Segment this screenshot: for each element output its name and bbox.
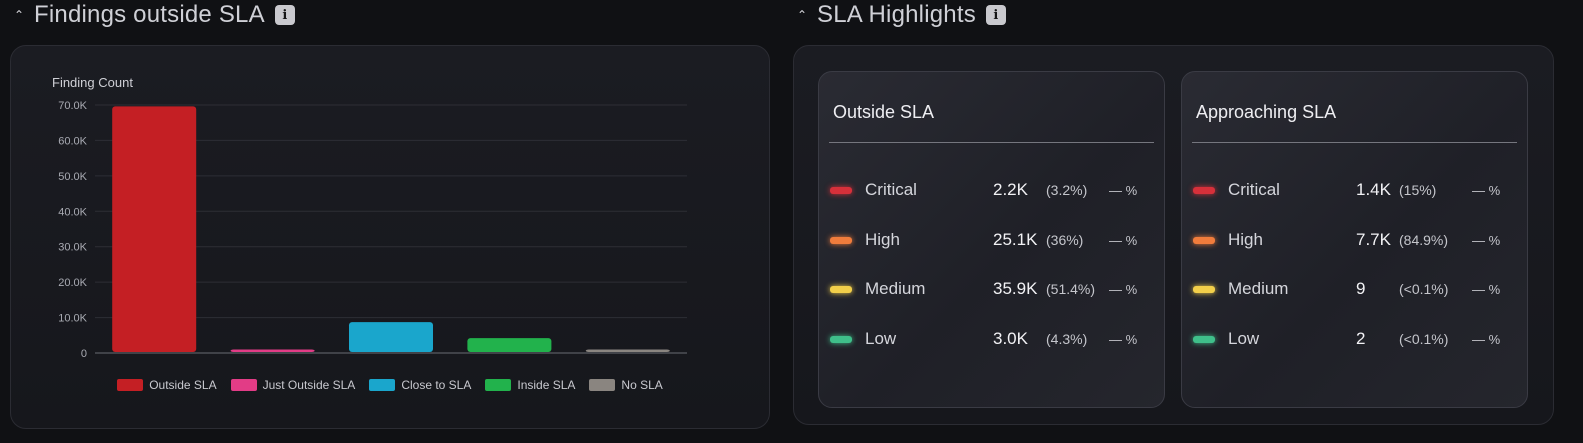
y-tick-label: 0 xyxy=(81,348,87,360)
y-tick-label: 20.0K xyxy=(58,277,87,289)
legend-swatch xyxy=(369,379,396,391)
card-divider xyxy=(829,142,1154,143)
trend-value: — % xyxy=(1109,331,1138,347)
severity-row-critical[interactable]: Critical 2.2K (3.2%) — % xyxy=(819,175,1164,205)
trend-value: — % xyxy=(1472,331,1501,347)
severity-swatch xyxy=(830,236,852,244)
finding-count: 3.0K xyxy=(993,329,1028,348)
severity-swatch xyxy=(830,285,852,293)
finding-percentage: (36%) xyxy=(1046,232,1084,248)
severity-swatch xyxy=(830,335,852,343)
finding-percentage: (51.4%) xyxy=(1046,281,1096,297)
trend-value: — % xyxy=(1109,182,1138,198)
severity-label: Critical xyxy=(865,180,917,199)
finding-percentage: (4.3%) xyxy=(1046,331,1088,347)
finding-percentage: (<0.1%) xyxy=(1399,331,1449,347)
bar-outside-sla[interactable] xyxy=(112,106,197,352)
severity-row-high[interactable]: High 25.1K (36%) — % xyxy=(819,225,1164,255)
finding-percentage: (3.2%) xyxy=(1046,182,1088,198)
finding-count: 7.7K xyxy=(1356,230,1391,249)
legend-label: No SLA xyxy=(621,378,663,392)
severity-row-low[interactable]: Low 2 (<0.1%) — % xyxy=(1182,324,1527,354)
severity-label: Low xyxy=(865,329,897,348)
finding-percentage: (84.9%) xyxy=(1399,232,1449,248)
findings-bar-chart: Finding Count 0 10.0K 20.0K 30.0K 40.0K 50.0K 6… xyxy=(52,75,687,360)
card-divider xyxy=(1192,142,1517,143)
y-tick-label: 40.0K xyxy=(58,206,87,218)
outside-sla-card: Outside SLA Critical 2.2K (3.2%) — % High 25.… xyxy=(818,71,1165,408)
severity-label: High xyxy=(865,230,900,249)
findings-section-header: ⌃ Findings outside SLA i xyxy=(12,0,295,30)
trend-value: — % xyxy=(1109,232,1138,248)
finding-count: 1.4K xyxy=(1356,180,1391,199)
legend-item[interactable]: Outside SLA xyxy=(117,378,217,392)
y-tick-label: 60.0K xyxy=(58,135,87,147)
bar-close-to-sla[interactable] xyxy=(349,322,433,352)
sla-highlights-section-header: ⌃ SLA Highlights i xyxy=(795,0,1006,30)
finding-count: 2 xyxy=(1356,329,1366,348)
trend-value: — % xyxy=(1472,281,1501,297)
severity-label: Medium xyxy=(865,279,926,298)
finding-percentage: (<0.1%) xyxy=(1399,281,1449,297)
card-title: Approaching SLA xyxy=(1196,102,1337,122)
legend-swatch xyxy=(485,379,512,391)
legend-label: Close to SLA xyxy=(401,378,472,392)
finding-count: 25.1K xyxy=(993,230,1038,249)
finding-count: 9 xyxy=(1356,279,1366,298)
legend-label: Inside SLA xyxy=(517,378,576,392)
severity-label: Low xyxy=(1228,329,1260,348)
legend-item[interactable]: Inside SLA xyxy=(485,378,575,392)
legend-item[interactable]: Close to SLA xyxy=(369,378,471,392)
bar-just-outside-sla[interactable] xyxy=(230,349,315,353)
legend-swatch xyxy=(117,379,144,391)
severity-row-medium[interactable]: Medium 9 (<0.1%) — % xyxy=(1182,274,1527,304)
y-tick-label: 50.0K xyxy=(58,171,87,183)
severity-swatch xyxy=(1193,285,1215,293)
y-tick-label: 70.0K xyxy=(58,100,87,112)
legend-label: Just Outside SLA xyxy=(262,378,356,392)
severity-label: High xyxy=(1228,230,1263,249)
trend-value: — % xyxy=(1109,281,1138,297)
trend-value: — % xyxy=(1472,232,1501,248)
finding-count: 2.2K xyxy=(993,180,1028,199)
finding-percentage: (15%) xyxy=(1399,182,1437,198)
severity-swatch xyxy=(1193,335,1215,343)
findings-chart-panel: Finding Count 0 10.0K 20.0K 30.0K 40.0K 50.0K 6… xyxy=(10,45,770,429)
approaching-sla-card: Approaching SLA Critical 1.4K (15%) — % High… xyxy=(1181,71,1528,408)
severity-row-critical[interactable]: Critical 1.4K (15%) — % xyxy=(1182,175,1527,205)
severity-row-low[interactable]: Low 3.0K (4.3%) — % xyxy=(819,324,1164,354)
bar-no-sla[interactable] xyxy=(585,349,670,353)
finding-count: 35.9K xyxy=(993,279,1038,298)
severity-swatch xyxy=(830,186,852,194)
severity-row-high[interactable]: High 7.7K (84.9%) — % xyxy=(1182,225,1527,255)
info-icon[interactable]: i xyxy=(274,5,295,25)
severity-row-medium[interactable]: Medium 35.9K (51.4%) — % xyxy=(819,274,1164,304)
chevron-up-icon[interactable]: ⌃ xyxy=(13,8,25,22)
severity-label: Critical xyxy=(1228,180,1280,199)
legend-swatch xyxy=(589,379,616,391)
section-title: SLA Highlights xyxy=(817,1,976,28)
y-tick-label: 30.0K xyxy=(58,242,87,254)
card-title: Outside SLA xyxy=(833,102,935,122)
severity-label: Medium xyxy=(1228,279,1289,298)
chart-legend: Outside SLA Just Outside SLA Close to SLA I… xyxy=(11,378,769,392)
section-title: Findings outside SLA xyxy=(34,1,265,28)
y-tick-label: 10.0K xyxy=(58,313,87,325)
chevron-up-icon[interactable]: ⌃ xyxy=(796,8,808,22)
sla-highlights-panel: Outside SLA Critical 2.2K (3.2%) — % High 25.… xyxy=(793,45,1554,425)
trend-value: — % xyxy=(1472,182,1501,198)
legend-item[interactable]: No SLA xyxy=(589,378,663,392)
severity-swatch xyxy=(1193,236,1215,244)
info-icon[interactable]: i xyxy=(985,5,1006,25)
severity-swatch xyxy=(1193,186,1215,194)
y-axis-title: Finding Count xyxy=(52,75,133,90)
legend-item[interactable]: Just Outside SLA xyxy=(230,378,356,392)
legend-swatch xyxy=(230,379,257,391)
bar-inside-sla[interactable] xyxy=(467,338,552,352)
legend-label: Outside SLA xyxy=(149,378,217,392)
